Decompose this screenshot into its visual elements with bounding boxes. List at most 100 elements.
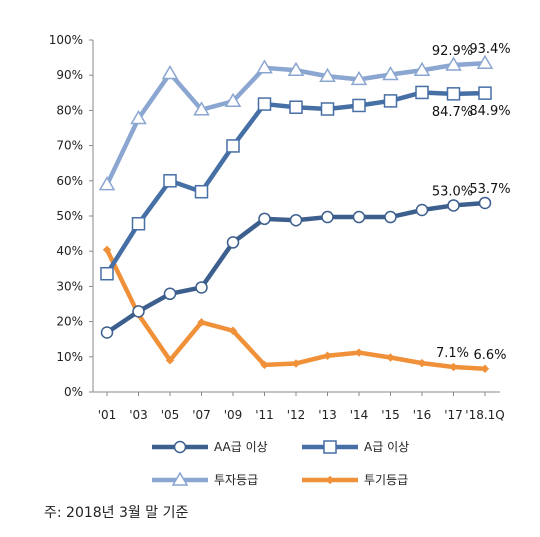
- data-point: [226, 139, 240, 153]
- data-label: 6.6%: [473, 348, 506, 363]
- data-point: [226, 236, 240, 249]
- data-point: [163, 174, 177, 188]
- series-1: [100, 85, 492, 281]
- legend-label: 투기등급: [364, 473, 408, 487]
- data-label: 7.1%: [436, 346, 469, 361]
- series-3: [102, 245, 490, 373]
- data-point: [383, 94, 398, 108]
- series-2: [98, 54, 494, 191]
- data-point: [228, 326, 238, 335]
- legend-item: AA급 이상: [152, 440, 268, 454]
- data-point: [350, 70, 368, 86]
- data-point: [445, 56, 462, 71]
- data-point: [165, 356, 175, 365]
- data-point: [319, 67, 336, 83]
- axes: 0% 10% 20% 30% 40% 50% 60% 70% 80% 90% 100% '01 '03 '…: [49, 33, 505, 422]
- data-point: [194, 184, 209, 199]
- legend-label: 투자등급: [214, 473, 258, 487]
- x-tick-label: '09: [224, 408, 243, 422]
- legend-item: 투기등급: [302, 473, 408, 487]
- legend-marker: [325, 475, 335, 485]
- data-point: [161, 64, 179, 80]
- y-tick-label: 20%: [56, 315, 83, 329]
- data-point: [417, 358, 427, 368]
- data-point: [100, 266, 114, 281]
- data-point: [384, 210, 397, 224]
- y-tick-label: 10%: [56, 350, 83, 364]
- data-point: [100, 326, 114, 339]
- data-point: [415, 85, 429, 100]
- data-point: [130, 110, 147, 125]
- data-point: [386, 353, 395, 362]
- data-point: [449, 362, 458, 372]
- data-point: [447, 199, 460, 212]
- data-point: [197, 318, 206, 327]
- data-point: [287, 61, 305, 77]
- series-line: [104, 247, 488, 372]
- series-0: [100, 196, 492, 339]
- data-point: [478, 196, 492, 210]
- data-label: 53.0%: [432, 184, 473, 199]
- data-point: [102, 245, 112, 254]
- legend-label: A급 이상: [364, 440, 409, 454]
- data-point: [260, 360, 269, 370]
- data-label: 93.4%: [469, 42, 510, 57]
- data-point: [291, 359, 301, 368]
- data-label: 53.7%: [469, 182, 510, 197]
- legend-item: 투자등급: [152, 471, 258, 487]
- legend-marker: [171, 471, 189, 486]
- data-label: 84.9%: [469, 104, 510, 119]
- x-tick-label: '14: [350, 408, 369, 422]
- data-point: [320, 102, 335, 116]
- data-point: [258, 212, 271, 226]
- x-tick-label: '13: [318, 408, 337, 422]
- data-point: [480, 364, 490, 373]
- data-point: [131, 216, 146, 231]
- legend-item: A급 이상: [302, 440, 409, 454]
- y-tick-label: 40%: [56, 244, 83, 258]
- data-point: [446, 87, 461, 101]
- legend-marker: [323, 440, 337, 454]
- y-tick-label: 30%: [56, 279, 83, 293]
- series-layer: [98, 54, 494, 373]
- data-point: [193, 101, 210, 116]
- data-point: [257, 97, 272, 111]
- data-labels: 92.9%93.4% 84.7%84.9% 53.0%53.7% 7.1% 6.6%: [432, 42, 511, 363]
- y-tick-label: 100%: [49, 33, 83, 47]
- x-tick-label: '11: [255, 408, 274, 422]
- data-point: [476, 54, 494, 69]
- data-point: [413, 61, 431, 77]
- y-tick-label: 90%: [56, 68, 83, 82]
- series-line: [104, 60, 488, 187]
- data-point: [98, 176, 116, 191]
- x-tick-label: '17: [444, 408, 463, 422]
- x-tick-label: '05: [161, 408, 180, 422]
- y-tick-label: 0%: [64, 385, 83, 399]
- x-tick-label: '15: [381, 408, 400, 422]
- legend-marker: [173, 440, 187, 454]
- y-tick-label: 60%: [56, 174, 83, 188]
- x-tick-label: '07: [192, 408, 211, 422]
- data-point: [478, 86, 492, 100]
- data-label: 92.9%: [432, 44, 473, 59]
- data-point: [163, 287, 177, 301]
- x-tick-label: '12: [287, 408, 306, 422]
- data-point: [352, 210, 366, 224]
- y-tick-label: 80%: [56, 103, 83, 117]
- data-point: [352, 98, 366, 113]
- x-tick-label: '16: [413, 408, 432, 422]
- data-point: [132, 305, 145, 318]
- footnote: 주: 2018년 3월 말 기준: [44, 505, 189, 521]
- data-label: 84.7%: [432, 105, 473, 120]
- y-tick-label: 50%: [56, 209, 83, 223]
- x-tick-label: '03: [129, 408, 148, 422]
- data-point: [321, 210, 334, 224]
- x-tick-label: '18.1Q: [465, 408, 504, 422]
- data-point: [195, 281, 208, 294]
- data-point: [415, 203, 429, 217]
- data-point: [323, 351, 332, 360]
- data-point: [224, 92, 242, 107]
- y-tick-label: 70%: [56, 139, 83, 153]
